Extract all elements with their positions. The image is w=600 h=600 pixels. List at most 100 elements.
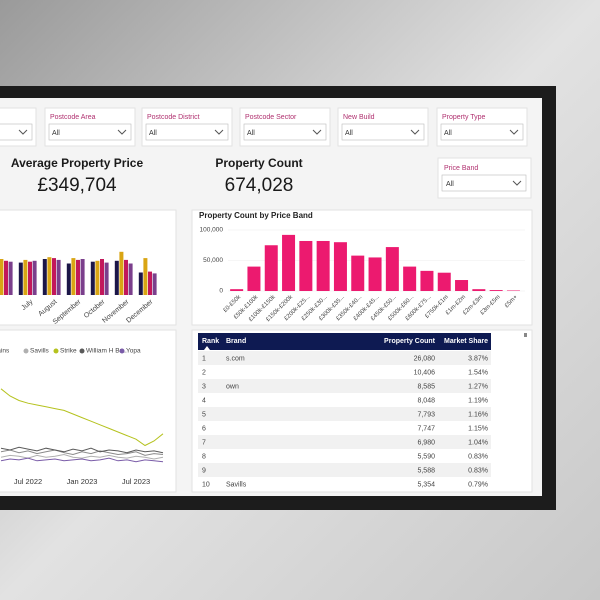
bar [42, 259, 47, 295]
filter-value: All [149, 130, 157, 137]
table-cell: 5,590 [417, 453, 435, 460]
line [0, 446, 164, 454]
dropdown[interactable] [0, 123, 33, 141]
table-cell: s.com [226, 355, 245, 362]
dropdown[interactable] [441, 174, 527, 192]
dropdown[interactable] [440, 123, 524, 141]
bar [282, 234, 296, 291]
bar [76, 259, 80, 295]
dropdown[interactable] [145, 123, 229, 141]
column-header: Property Count [384, 338, 436, 345]
kpi-value: £349,704 [37, 175, 117, 196]
table-cell: 0.79% [468, 481, 488, 488]
bar [472, 289, 486, 291]
legend-label: Savills [30, 348, 50, 355]
bar [80, 259, 85, 295]
table-header [198, 333, 491, 350]
table-row[interactable] [198, 379, 491, 393]
bar [385, 247, 399, 291]
table-cell: 7 [202, 439, 206, 446]
chevron [410, 129, 420, 135]
table-cell: 26,080 [414, 355, 436, 362]
table-row[interactable] [198, 365, 491, 379]
table-row[interactable] [198, 407, 491, 421]
legend-label: Strike [60, 348, 77, 355]
chevron [117, 129, 127, 135]
bar [230, 289, 244, 291]
table-cell: 7,793 [417, 411, 435, 418]
filter-value: All [446, 181, 454, 188]
chevron [509, 129, 519, 135]
bar [32, 260, 37, 295]
bar [4, 260, 8, 295]
dropdown[interactable] [243, 123, 327, 141]
scrollbar [524, 333, 527, 337]
table-row[interactable] [198, 435, 491, 449]
table-row[interactable] [198, 477, 491, 491]
filter-value: All [247, 130, 255, 137]
bar [148, 271, 152, 295]
table-cell: 5,588 [417, 467, 435, 474]
column-header: Rank [202, 338, 219, 345]
chevron [512, 180, 522, 186]
table-cell: 1.16% [468, 411, 488, 418]
table-cell: 0.83% [468, 453, 488, 460]
table-row[interactable] [198, 463, 491, 477]
bar [104, 262, 109, 295]
line [0, 449, 164, 456]
bar [18, 262, 23, 295]
table-row[interactable] [198, 449, 491, 463]
table-row[interactable] [198, 351, 491, 365]
dropdown[interactable] [48, 123, 132, 141]
legend-marker [79, 348, 85, 354]
filter-value: All [345, 130, 353, 137]
bar [152, 273, 157, 295]
kpi-label: Average Property Price [11, 156, 144, 170]
bar [56, 259, 61, 295]
table-row[interactable] [198, 421, 491, 435]
bar [95, 260, 100, 295]
x-tick-label: Jul 2022 [14, 477, 42, 486]
bar [138, 272, 143, 295]
bar [247, 266, 261, 291]
filter-value: All [52, 130, 60, 137]
bar [128, 263, 133, 295]
table-row[interactable] [198, 393, 491, 407]
bar [403, 266, 417, 291]
table-cell: own [226, 383, 239, 390]
table-cell: 6 [202, 425, 206, 432]
bar [420, 270, 434, 291]
filter-label: New Build [343, 114, 375, 121]
kpi-label: Property Count [215, 156, 302, 170]
line [0, 457, 164, 463]
table-cell: 4 [202, 397, 206, 404]
bar [299, 240, 313, 291]
filter-label: Postcode Area [50, 114, 96, 121]
filter-label: Postcode Sector [245, 114, 297, 121]
bar [71, 258, 76, 295]
table-cell: Savills [226, 481, 247, 488]
table-cell: 1.19% [468, 397, 488, 404]
filter-label: Price Band [444, 165, 478, 172]
bar [124, 259, 128, 295]
kpi-value: 674,028 [225, 175, 294, 196]
content: All Postcode Area All Postcode District All P… [0, 107, 533, 493]
chevron [312, 129, 322, 135]
bar [66, 263, 71, 295]
bar [489, 290, 503, 291]
legend-label: Reeds Rains [0, 348, 10, 355]
legend-label: Yopa [126, 348, 141, 355]
table-cell: 5,354 [417, 481, 435, 488]
column-header: Brand [226, 338, 246, 345]
y-tick-label: 100,000 [200, 227, 224, 234]
bar [333, 242, 347, 291]
table-cell: 8,048 [417, 397, 435, 404]
table-cell: 9 [202, 467, 206, 474]
legend-marker [53, 348, 59, 354]
dropdown[interactable] [341, 123, 425, 141]
table-cell: 1.27% [468, 383, 488, 390]
bar [264, 245, 278, 291]
table-cell: 3.87% [468, 355, 488, 362]
